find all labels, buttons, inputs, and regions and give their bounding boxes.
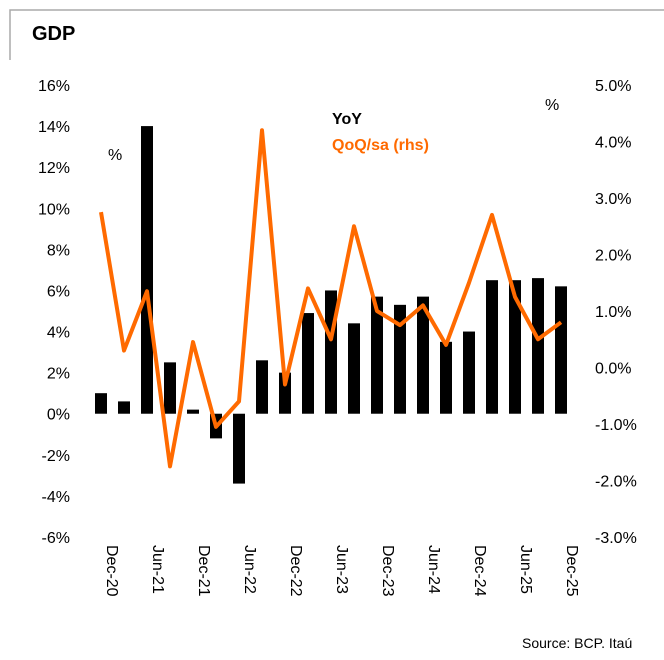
y-tick-label: 0%: [47, 407, 70, 424]
y2-tick-label: 4.0%: [595, 135, 631, 152]
x-tick-label: Jun-22: [241, 545, 258, 594]
y-tick-label: 14%: [38, 119, 70, 136]
bar: [233, 413, 245, 484]
bar: [348, 323, 360, 414]
bar: [394, 304, 406, 414]
bar: [532, 278, 544, 414]
y2-tick-label: -3.0%: [595, 530, 637, 547]
y-tick-label: 8%: [47, 242, 70, 259]
source-note: Source: BCP. Itaú: [522, 635, 632, 651]
bar: [486, 280, 498, 414]
y2-tick-label: 0.0%: [595, 361, 631, 378]
x-tick-label: Dec-24: [471, 545, 488, 597]
x-tick-label: Jun-23: [333, 545, 350, 594]
x-tick-label: Jun-25: [517, 545, 534, 594]
bar: [141, 126, 153, 414]
y-tick-label: 16%: [38, 78, 70, 95]
bar: [509, 280, 521, 414]
bar: [417, 296, 429, 414]
bar: [440, 341, 452, 414]
x-tick-label: Jun-21: [149, 545, 166, 594]
bar: [555, 286, 567, 414]
bar: [256, 360, 268, 414]
bar: [463, 331, 475, 414]
x-tick-label: Dec-25: [563, 545, 580, 597]
bar: [118, 401, 130, 414]
bar: [187, 409, 199, 414]
y-tick-label: 4%: [47, 325, 70, 342]
legend-yoy: YoY: [332, 111, 362, 128]
y-tick-label: 6%: [47, 283, 70, 300]
right-unit: %: [545, 97, 559, 114]
title-frame: [9, 9, 664, 60]
x-tick-label: Dec-22: [287, 545, 304, 597]
bar: [95, 393, 107, 414]
bar: [164, 362, 176, 414]
y2-tick-label: 5.0%: [595, 78, 631, 95]
bar: [371, 296, 383, 414]
bar: [279, 372, 291, 414]
y-tick-label: 10%: [38, 201, 70, 218]
y2-tick-label: 2.0%: [595, 248, 631, 265]
y2-tick-label: 1.0%: [595, 304, 631, 321]
y-tick-label: 2%: [47, 366, 70, 383]
chart-title: GDP: [32, 23, 75, 45]
y2-tick-label: -2.0%: [595, 474, 637, 491]
y-tick-label: 12%: [38, 160, 70, 177]
y-tick-label: -6%: [42, 530, 70, 547]
y-tick-label: -2%: [42, 448, 70, 465]
y2-tick-label: -1.0%: [595, 417, 637, 434]
y2-tick-label: 3.0%: [595, 191, 631, 208]
left-unit: %: [108, 147, 122, 164]
x-tick-label: Dec-21: [195, 545, 212, 597]
legend-qoq: QoQ/sa (rhs): [332, 137, 429, 154]
line: [99, 128, 563, 469]
x-tick-label: Dec-20: [103, 545, 120, 597]
y-tick-label: -4%: [42, 489, 70, 506]
x-tick-label: Jun-24: [425, 545, 442, 594]
x-tick-label: Dec-23: [379, 545, 396, 597]
bar: [302, 313, 314, 414]
